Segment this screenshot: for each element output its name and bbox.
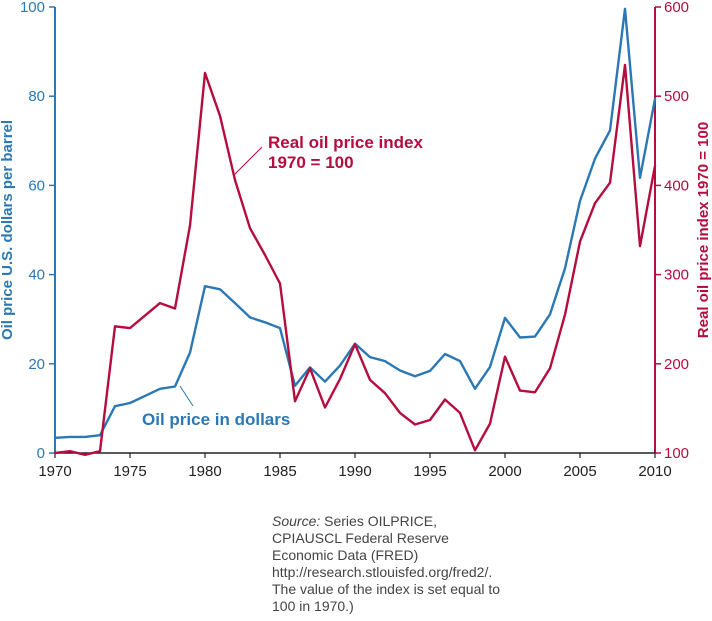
y-left-tick-label: 0 (37, 445, 45, 462)
x-tick-label: 1995 (413, 463, 446, 480)
y-left-tick-label: 100 (20, 0, 45, 16)
x-tick-label: 1990 (338, 463, 371, 480)
source-label: Source: (272, 513, 321, 529)
real-index-annotation-leader (233, 146, 263, 176)
real-oil-price-index-line (53, 63, 657, 456)
nominal-annotation: Oil price in dollars (142, 410, 290, 429)
x-tick-label: 2010 (638, 463, 671, 480)
y-axis-left-label: Oil price U.S. dollars per barrel (0, 120, 16, 340)
y-right-tick-label: 300 (664, 267, 689, 284)
source-text: Series OILPRICE, CPIAUSCL Federal Reserv… (272, 513, 501, 614)
x-tick-label: 2005 (563, 463, 596, 480)
x-tick-label: 2000 (488, 463, 521, 480)
y-axis-right-label: Real oil price index 1970 = 100 (695, 122, 712, 338)
oil-price-dollars-line (53, 7, 657, 439)
real-index-annotation-line1: Real oil price index (268, 133, 423, 152)
x-tick-label: 1970 (38, 463, 71, 480)
y-right-tick-label: 200 (664, 356, 689, 373)
y-left-tick-label: 40 (28, 267, 45, 284)
y-left-tick-label: 60 (28, 177, 45, 194)
y-right-tick-label: 100 (664, 445, 689, 462)
chart-lines (53, 7, 657, 456)
y-left-tick-label: 20 (28, 356, 45, 373)
x-tick-label: 1975 (113, 463, 146, 480)
chart-ticks: 0 20 40 60 80 100 100 200 300 400 500 600 1970 1975 19… (20, 0, 689, 480)
y-left-tick-label: 80 (28, 88, 45, 105)
x-tick-label: 1980 (188, 463, 221, 480)
real-index-annotation-line2: 1970 = 100 (268, 153, 354, 172)
nominal-annotation-leader (179, 385, 194, 407)
y-right-tick-label: 600 (664, 0, 689, 16)
x-tick-label: 1985 (263, 463, 296, 480)
y-right-tick-label: 400 (664, 177, 689, 194)
source-note: Source: Series OILPRICE, CPIAUSCL Federa… (272, 513, 502, 615)
chart-axes (54, 7, 656, 454)
y-right-tick-label: 500 (664, 88, 689, 105)
